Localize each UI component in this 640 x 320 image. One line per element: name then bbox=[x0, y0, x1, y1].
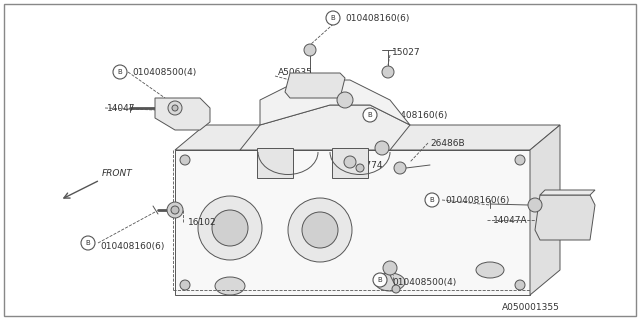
Polygon shape bbox=[240, 105, 410, 150]
Circle shape bbox=[326, 11, 340, 25]
Circle shape bbox=[425, 193, 439, 207]
Circle shape bbox=[375, 141, 389, 155]
Text: A050001355: A050001355 bbox=[502, 303, 560, 313]
Circle shape bbox=[167, 202, 183, 218]
Ellipse shape bbox=[476, 262, 504, 278]
Text: 14774: 14774 bbox=[355, 161, 383, 170]
Text: 14047: 14047 bbox=[107, 103, 136, 113]
Circle shape bbox=[180, 155, 190, 165]
Text: 16102: 16102 bbox=[188, 218, 216, 227]
Circle shape bbox=[528, 198, 542, 212]
Text: B: B bbox=[378, 277, 382, 283]
Polygon shape bbox=[175, 125, 560, 150]
Circle shape bbox=[337, 92, 353, 108]
Polygon shape bbox=[285, 73, 345, 98]
Polygon shape bbox=[530, 125, 560, 295]
Ellipse shape bbox=[375, 273, 405, 291]
Circle shape bbox=[288, 198, 352, 262]
Circle shape bbox=[81, 236, 95, 250]
Text: B: B bbox=[429, 197, 435, 203]
Circle shape bbox=[304, 44, 316, 56]
Circle shape bbox=[172, 105, 178, 111]
Polygon shape bbox=[155, 98, 210, 130]
Text: 010408160(6): 010408160(6) bbox=[445, 196, 509, 204]
Text: 15027: 15027 bbox=[392, 47, 420, 57]
Circle shape bbox=[515, 280, 525, 290]
Circle shape bbox=[198, 196, 262, 260]
Circle shape bbox=[515, 155, 525, 165]
Text: B: B bbox=[118, 69, 122, 75]
Text: 010408160(6): 010408160(6) bbox=[100, 242, 164, 251]
Ellipse shape bbox=[215, 277, 245, 295]
Text: 18156: 18156 bbox=[288, 82, 317, 91]
Text: FRONT: FRONT bbox=[102, 169, 132, 178]
Circle shape bbox=[344, 156, 356, 168]
Polygon shape bbox=[260, 80, 410, 125]
Text: 14047A: 14047A bbox=[493, 215, 527, 225]
Circle shape bbox=[302, 212, 338, 248]
Circle shape bbox=[394, 162, 406, 174]
Circle shape bbox=[113, 65, 127, 79]
Polygon shape bbox=[540, 190, 595, 195]
Text: 010408160(6): 010408160(6) bbox=[345, 13, 410, 22]
Text: B: B bbox=[367, 112, 372, 118]
Circle shape bbox=[171, 206, 179, 214]
Circle shape bbox=[212, 210, 248, 246]
Polygon shape bbox=[257, 148, 293, 178]
Circle shape bbox=[180, 280, 190, 290]
Circle shape bbox=[392, 285, 400, 293]
Text: 26486B: 26486B bbox=[430, 139, 465, 148]
Polygon shape bbox=[535, 195, 595, 240]
Text: 010408160(6): 010408160(6) bbox=[383, 110, 447, 119]
Circle shape bbox=[168, 101, 182, 115]
Text: B: B bbox=[86, 240, 90, 246]
Circle shape bbox=[363, 108, 377, 122]
Circle shape bbox=[373, 273, 387, 287]
Text: 010408500(4): 010408500(4) bbox=[132, 68, 196, 76]
Polygon shape bbox=[332, 148, 368, 178]
Text: B: B bbox=[331, 15, 335, 21]
Circle shape bbox=[356, 164, 364, 172]
Text: A50635: A50635 bbox=[278, 68, 313, 76]
Polygon shape bbox=[175, 150, 530, 295]
Text: 010408500(4): 010408500(4) bbox=[392, 277, 456, 286]
Circle shape bbox=[382, 66, 394, 78]
Circle shape bbox=[383, 261, 397, 275]
